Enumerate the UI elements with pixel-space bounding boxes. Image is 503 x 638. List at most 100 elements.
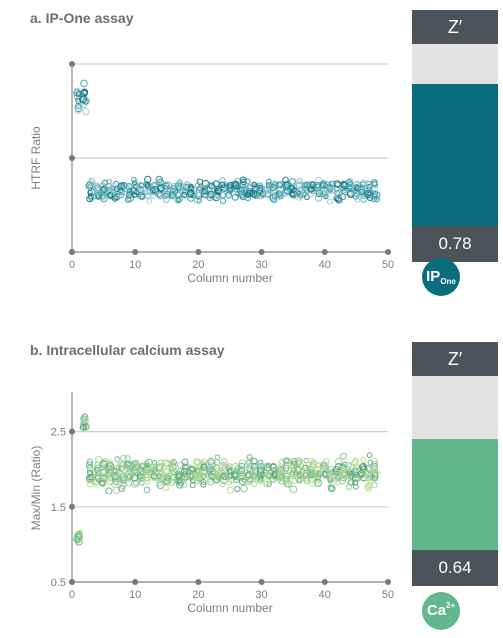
data-point — [246, 454, 253, 461]
x-axis-dot — [321, 249, 328, 255]
data-point — [114, 456, 121, 463]
x-axis-dot — [258, 249, 265, 255]
data-point — [101, 180, 108, 186]
data-point — [146, 198, 153, 204]
data-point — [87, 188, 96, 196]
data-point — [156, 473, 162, 479]
data-point — [289, 178, 296, 185]
data-point — [93, 467, 100, 474]
x-tick-label: 40 — [319, 259, 331, 271]
data-point — [322, 458, 330, 466]
data-point — [169, 469, 176, 475]
badge-sub-a: One — [440, 277, 456, 286]
data-point — [136, 181, 145, 190]
data-point — [221, 461, 228, 468]
data-point — [354, 185, 362, 192]
x-tick-label: 50 — [382, 589, 394, 601]
data-point — [106, 178, 113, 185]
data-point — [358, 463, 366, 471]
y-axis-dot — [69, 61, 75, 67]
data-point — [80, 79, 88, 88]
x-tick-label: 50 — [382, 259, 394, 271]
data-point — [231, 180, 239, 187]
data-point — [246, 457, 254, 465]
data-point — [169, 459, 175, 465]
data-point — [200, 460, 207, 467]
data-point — [117, 190, 125, 198]
data-point — [334, 457, 343, 466]
data-point — [351, 459, 359, 467]
data-point — [100, 194, 108, 203]
data-point — [367, 459, 374, 466]
x-tick-label: 40 — [319, 589, 331, 601]
data-point — [359, 465, 368, 473]
x-axis-dot — [385, 249, 391, 255]
data-point — [345, 178, 353, 187]
data-point — [246, 476, 254, 483]
data-point — [156, 481, 165, 490]
data-point — [162, 195, 171, 203]
data-point — [270, 196, 278, 204]
panel-a-title: a. IP-One assay — [30, 10, 134, 26]
x-axis-dot — [258, 579, 265, 585]
data-point — [250, 471, 257, 478]
data-point — [326, 198, 334, 205]
data-point — [307, 189, 315, 198]
data-point — [124, 196, 132, 203]
data-point — [360, 456, 367, 463]
data-point — [250, 457, 258, 465]
data-point — [180, 481, 188, 489]
data-point — [88, 473, 96, 481]
data-point — [269, 463, 278, 472]
data-point — [86, 465, 94, 472]
data-point — [126, 473, 134, 480]
badge-main-b: Ca — [426, 602, 447, 619]
data-point — [79, 95, 88, 104]
data-point — [99, 464, 106, 471]
data-point — [328, 187, 336, 194]
data-point — [339, 469, 347, 477]
data-point — [245, 460, 252, 466]
data-point — [200, 479, 207, 486]
data-point — [98, 478, 107, 486]
data-point — [250, 190, 258, 198]
data-point — [181, 191, 188, 198]
x-axis-dot — [195, 579, 202, 585]
data-point — [302, 182, 309, 189]
data-point — [314, 479, 323, 487]
data-point — [193, 472, 201, 479]
data-point — [257, 459, 264, 466]
data-point — [352, 192, 360, 200]
x-axis-dot — [69, 579, 75, 585]
data-point — [251, 181, 258, 188]
scatter-points — [73, 79, 381, 205]
data-point — [276, 466, 283, 474]
data-point — [168, 463, 177, 471]
data-point — [352, 479, 359, 486]
data-point — [143, 471, 151, 479]
data-point — [240, 484, 248, 493]
data-point — [87, 179, 95, 187]
data-point — [82, 423, 90, 431]
data-point — [151, 459, 158, 466]
data-point — [201, 188, 208, 195]
data-point — [265, 178, 272, 185]
zprime-track-b — [412, 376, 498, 550]
data-point — [371, 481, 378, 489]
zprime-box-a: Z′ 0.78 — [412, 10, 498, 262]
y-axis-dot — [69, 155, 75, 161]
data-point — [263, 480, 270, 488]
data-point — [347, 177, 354, 184]
data-point — [225, 191, 233, 199]
data-point — [339, 180, 348, 188]
data-point — [104, 468, 113, 476]
data-point — [237, 466, 246, 475]
data-point — [86, 458, 94, 466]
x-tick-label: 20 — [192, 259, 204, 271]
panel-b-title: b. Intracellular calcium assay — [30, 342, 225, 358]
data-point — [95, 455, 103, 464]
data-point — [88, 177, 96, 185]
data-point — [86, 195, 94, 203]
data-point — [199, 185, 208, 194]
x-tick-label: 30 — [255, 259, 267, 271]
